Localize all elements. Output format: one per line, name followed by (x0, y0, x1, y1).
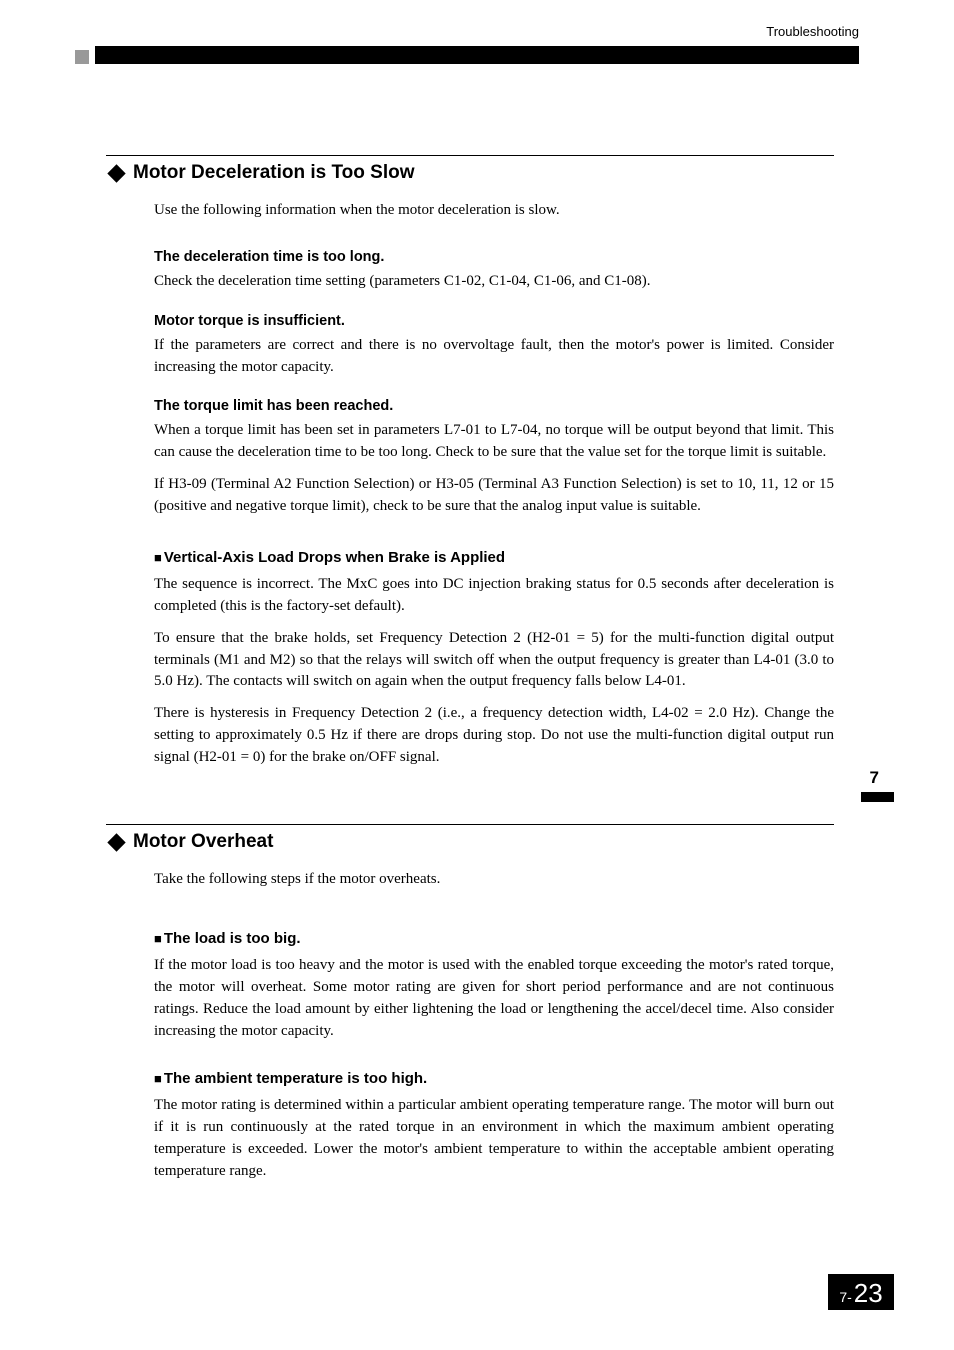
paragraph: There is hysteresis in Frequency Detecti… (154, 703, 834, 768)
paragraph: If the parameters are correct and there … (154, 335, 834, 379)
header-bar (95, 46, 859, 64)
paragraph: Check the deceleration time setting (par… (154, 271, 834, 293)
paragraph: If H3-09 (Terminal A2 Function Selection… (154, 474, 834, 518)
section-body: Take the following steps if the motor ov… (154, 871, 834, 1182)
subheading: Motor torque is insufficient. (154, 313, 834, 329)
section-title: Motor Overheat (106, 831, 834, 853)
chapter-number: 7 (870, 768, 879, 788)
intro-text: Take the following steps if the motor ov… (154, 871, 834, 888)
diamond-icon (107, 164, 125, 182)
subheading-square: The ambient temperature is too high. (154, 1070, 834, 1087)
subheading: The torque limit has been reached. (154, 398, 834, 414)
paragraph: The motor rating is determined within a … (154, 1095, 834, 1182)
page-number-box: 7- 23 (828, 1274, 894, 1310)
page-number: 23 (854, 1278, 883, 1309)
paragraph: When a torque limit has been set in para… (154, 420, 834, 464)
page-prefix: 7- (839, 1283, 851, 1305)
diamond-icon (107, 833, 125, 851)
chapter-tab (861, 792, 894, 802)
paragraph: If the motor load is too heavy and the m… (154, 955, 834, 1042)
section-rule (106, 155, 834, 156)
section-body: Use the following information when the m… (154, 202, 834, 768)
section-title-text: Motor Overheat (133, 831, 273, 853)
page-content: Motor Deceleration is Too Slow Use the f… (106, 155, 834, 1202)
section-title: Motor Deceleration is Too Slow (106, 162, 834, 184)
paragraph: The sequence is incorrect. The MxC goes … (154, 574, 834, 618)
subheading-square: Vertical-Axis Load Drops when Brake is A… (154, 549, 834, 566)
section-title-text: Motor Deceleration is Too Slow (133, 162, 415, 184)
subheading: The deceleration time is too long. (154, 249, 834, 265)
subheading-square: The load is too big. (154, 930, 834, 947)
section-rule (106, 824, 834, 825)
paragraph: To ensure that the brake holds, set Freq… (154, 628, 834, 693)
header-section-label: Troubleshooting (766, 24, 859, 39)
intro-text: Use the following information when the m… (154, 202, 834, 219)
